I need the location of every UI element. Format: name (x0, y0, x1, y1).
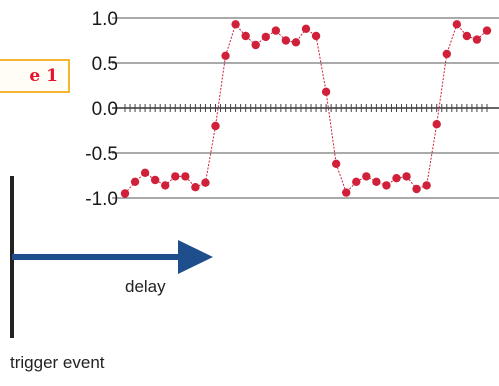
data-point (472, 35, 482, 44)
data-point (301, 24, 311, 33)
data-point (452, 20, 462, 29)
data-point (342, 188, 351, 197)
data-point (261, 32, 270, 42)
data-point (130, 177, 140, 186)
y-tick-label: -0.5 (85, 144, 118, 165)
data-point (251, 40, 260, 50)
data-point (352, 177, 361, 186)
data-point (372, 177, 381, 186)
data-point (171, 172, 180, 181)
data-point (281, 36, 291, 45)
data-point (161, 181, 170, 190)
data-point (231, 20, 240, 29)
figure-tag-text: e 1 (29, 66, 58, 86)
data-point (311, 31, 321, 41)
data-point (482, 26, 492, 35)
data-point (331, 159, 341, 168)
y-tick-label: 0.5 (92, 54, 118, 75)
x-minor-ticks (124, 104, 488, 112)
data-point (140, 168, 150, 177)
data-point (442, 49, 451, 59)
figure-tag: e 1 (0, 59, 70, 93)
data-points (120, 20, 492, 198)
data-point (150, 175, 160, 185)
y-tick-label: 1.0 (92, 9, 118, 30)
delay-arrow-head (178, 240, 213, 274)
data-point (412, 184, 421, 194)
data-point (321, 87, 331, 97)
data-point (362, 172, 371, 181)
data-point (432, 120, 441, 129)
grid-lines (112, 17, 499, 199)
data-point (382, 181, 391, 190)
y-tick-label: -1.0 (85, 189, 118, 210)
data-point (241, 31, 250, 41)
data-point (120, 189, 130, 198)
y-tick-labels: 1.0 0.5 0.0 -0.5 -1.0 (85, 9, 118, 210)
data-point (422, 181, 431, 190)
data-point (181, 172, 190, 181)
data-point (392, 174, 401, 183)
trigger-event-label: trigger event (10, 353, 105, 372)
data-point (462, 31, 472, 41)
data-point (191, 183, 200, 192)
data-point (291, 38, 301, 47)
data-point (402, 172, 411, 181)
data-point (211, 121, 220, 131)
delay-label: delay (125, 277, 166, 296)
data-point (221, 51, 230, 60)
data-point (271, 26, 281, 35)
data-point (201, 178, 210, 187)
y-tick-label: 0.0 (92, 99, 118, 120)
